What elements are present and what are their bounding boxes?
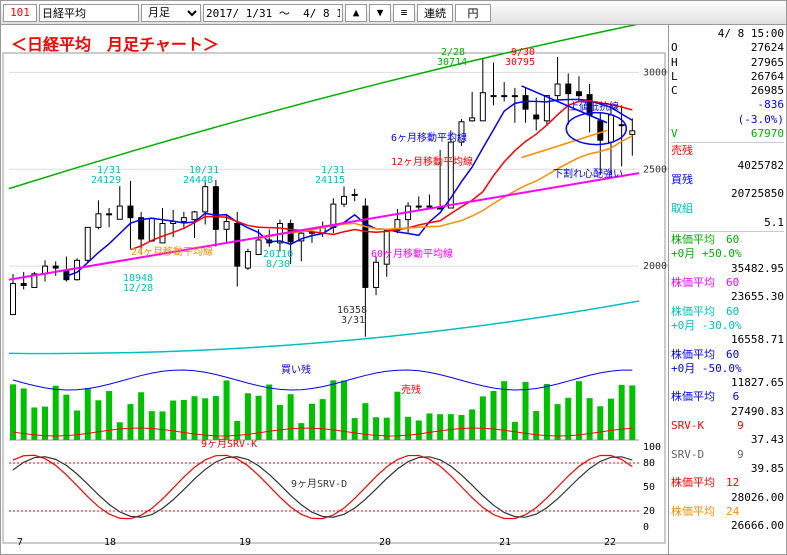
svg-text:売残: 売残	[401, 383, 421, 396]
svg-text:80: 80	[643, 458, 655, 469]
svg-text:3/31: 3/31	[341, 315, 365, 326]
chart-area: ＜日経平均 月足チャート＞ 20000 25000 30000 0 20 50 80 100 7…	[1, 25, 668, 554]
svg-text:下割れ心配強い: 下割れ心配強い	[553, 167, 623, 180]
svg-text:24129: 24129	[91, 175, 121, 186]
toolbar: 月足 ▲ ▼ ≡ 連続 円	[1, 1, 786, 25]
up-button[interactable]: ▲	[345, 4, 367, 22]
svg-text:12ヶ月移動平均線: 12ヶ月移動平均線	[391, 155, 473, 168]
continuous-button[interactable]: 連続	[417, 4, 453, 22]
svg-text:30795: 30795	[505, 57, 535, 68]
yen-button[interactable]: 円	[455, 4, 491, 22]
svg-text:50: 50	[643, 482, 655, 493]
symbol-input[interactable]	[39, 4, 139, 22]
svg-text:9ヶ月SRV-D: 9ヶ月SRV-D	[291, 478, 347, 490]
svg-text:買い残: 買い残	[281, 363, 311, 376]
date-range[interactable]	[203, 4, 343, 22]
svg-text:20: 20	[643, 506, 655, 517]
svg-text:6ヶ月移動平均線: 6ヶ月移動平均線	[391, 131, 467, 144]
down-button[interactable]: ▼	[369, 4, 391, 22]
svg-text:30714: 30714	[437, 57, 467, 68]
svg-text:20: 20	[379, 537, 391, 548]
svg-text:24ヶ月移動平均線: 24ヶ月移動平均線	[131, 245, 213, 258]
svg-text:21: 21	[499, 537, 511, 548]
svg-text:9ヶ月SRV-K: 9ヶ月SRV-K	[201, 438, 257, 450]
menu-button[interactable]: ≡	[393, 4, 415, 22]
side-panel: 4/ 8 15:00O27624H27965L26764C26985-836(-…	[668, 25, 786, 554]
svg-text:24115: 24115	[315, 175, 345, 186]
svg-text:100: 100	[643, 442, 661, 453]
svg-text:22: 22	[604, 537, 616, 548]
svg-text:60ヶ月移動平均線: 60ヶ月移動平均線	[371, 247, 453, 260]
svg-text:30000: 30000	[643, 67, 668, 78]
svg-text:上値抵抗線: 上値抵抗線	[569, 100, 619, 113]
code-input[interactable]	[3, 4, 37, 22]
chart-title: ＜日経平均 月足チャート＞	[11, 31, 219, 55]
svg-text:18: 18	[104, 537, 116, 548]
svg-text:8/30: 8/30	[266, 259, 290, 270]
svg-text:25000: 25000	[643, 164, 668, 175]
svg-text:19: 19	[239, 537, 251, 548]
svg-text:0: 0	[643, 522, 649, 533]
svg-text:24448: 24448	[183, 175, 213, 186]
svg-text:20000: 20000	[643, 261, 668, 272]
svg-text:12/28: 12/28	[123, 283, 153, 294]
timeframe-select[interactable]: 月足	[141, 4, 201, 22]
svg-text:7: 7	[17, 537, 23, 548]
